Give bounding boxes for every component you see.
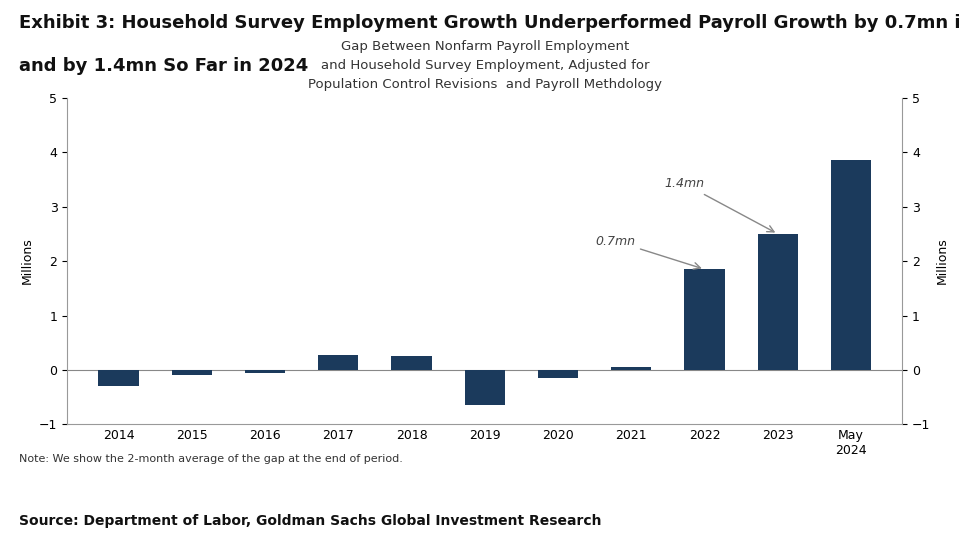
Bar — [612, 367, 652, 370]
Text: Gap Between Nonfarm Payroll Employment
and Household Survey Employment, Adjusted: Gap Between Nonfarm Payroll Employment a… — [308, 40, 661, 91]
Text: Note: We show the 2-month average of the gap at the end of period.: Note: We show the 2-month average of the… — [19, 454, 403, 464]
Y-axis label: Millions: Millions — [20, 238, 34, 285]
Bar — [172, 370, 212, 375]
Bar — [831, 160, 872, 370]
Text: Source: Department of Labor, Goldman Sachs Global Investment Research: Source: Department of Labor, Goldman Sac… — [19, 514, 602, 528]
Text: Exhibit 3: Household Survey Employment Growth Underperformed Payroll Growth by 0: Exhibit 3: Household Survey Employment G… — [19, 14, 960, 32]
Bar — [392, 356, 432, 370]
Bar — [757, 234, 798, 370]
Bar — [538, 370, 578, 378]
Text: 0.7mn: 0.7mn — [595, 234, 701, 269]
Bar — [684, 269, 725, 370]
Bar — [318, 355, 358, 370]
Bar — [98, 370, 138, 386]
Text: and by 1.4mn So Far in 2024: and by 1.4mn So Far in 2024 — [19, 57, 308, 75]
Bar — [245, 370, 285, 373]
Y-axis label: Millions: Millions — [936, 238, 949, 285]
Bar — [465, 370, 505, 405]
Text: 1.4mn: 1.4mn — [664, 177, 774, 232]
